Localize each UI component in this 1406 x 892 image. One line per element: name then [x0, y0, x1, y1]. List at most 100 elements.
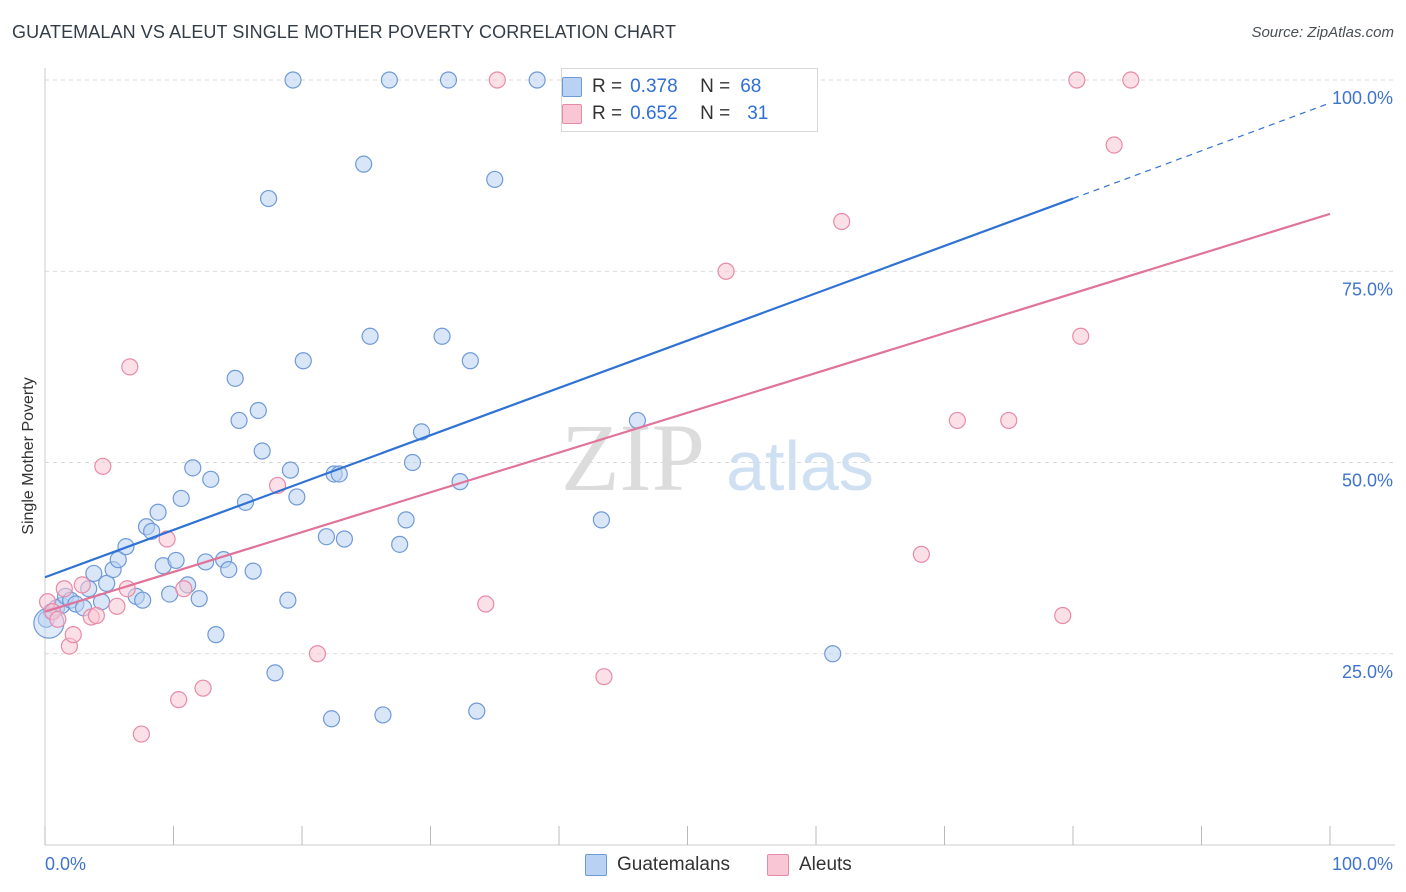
y-tick-label: 50.0%: [1342, 471, 1393, 491]
data-point: [361, 327, 379, 345]
data-point: [134, 591, 152, 609]
data-point: [486, 170, 504, 189]
data-point: [85, 564, 103, 583]
data-point: [833, 212, 851, 231]
data-point: [109, 551, 127, 569]
x-tick-label: 0.0%: [45, 854, 86, 874]
data-point: [172, 489, 190, 508]
data-point: [194, 679, 212, 697]
axes: [44, 68, 1395, 846]
data-point: [64, 626, 82, 644]
legend-row-aleuts: R = 0.652 N = 31: [562, 102, 769, 126]
data-point: [374, 706, 392, 724]
data-point: [266, 664, 284, 682]
data-point: [461, 352, 479, 370]
data-point: [98, 574, 116, 592]
data-point: [403, 453, 422, 472]
bottom-legend-guatemalans: Guatemalans: [585, 852, 730, 878]
data-point: [284, 71, 302, 89]
y-tick-label: 75.0%: [1342, 279, 1393, 299]
data-point: [397, 511, 415, 529]
data-point: [108, 597, 126, 615]
data-point: [335, 530, 354, 548]
legend-n-label: N =: [700, 76, 731, 97]
data-point: [468, 702, 486, 720]
data-point: [439, 71, 458, 89]
data-point: [592, 511, 611, 529]
data-point: [288, 488, 306, 506]
y-tick-label: 100.0%: [1332, 88, 1393, 108]
data-point: [391, 535, 409, 553]
data-point: [1122, 71, 1140, 89]
bottom-legend-swatch-blue: [585, 854, 607, 876]
data-point: [149, 503, 167, 521]
data-point: [1072, 327, 1090, 345]
data-point: [132, 725, 150, 743]
data-point: [477, 595, 495, 613]
legend-swatch-blue: [562, 77, 582, 97]
x-tick-label: 100.0%: [1332, 854, 1393, 874]
data-point: [1105, 136, 1123, 154]
data-point: [912, 545, 930, 563]
y-axis-label: Single Mother Poverty: [20, 377, 37, 535]
y-tick-label: 25.0%: [1342, 662, 1393, 682]
data-point: [55, 580, 73, 598]
data-point: [317, 528, 336, 546]
data-point: [1054, 606, 1072, 625]
data-point: [73, 576, 91, 594]
series-guatemalans: [33, 71, 842, 728]
data-point: [249, 401, 267, 420]
data-point: [281, 461, 300, 479]
data-point: [175, 580, 193, 598]
bottom-legend-swatch-pink: [767, 854, 789, 876]
data-point: [948, 411, 966, 430]
data-point: [717, 262, 735, 280]
trend-line-guatemalans: [44, 197, 1074, 579]
data-point: [308, 645, 327, 663]
data-point: [220, 560, 238, 579]
data-point: [190, 590, 208, 608]
watermark: ZIP atlas: [561, 404, 874, 511]
data-point: [202, 470, 220, 488]
source-label: Source: ZipAtlas.com: [1251, 24, 1394, 41]
data-point: [294, 352, 312, 370]
bottom-legend-aleuts: Aleuts: [767, 852, 852, 878]
bottom-legend-label-guatemalans: Guatemalans: [617, 854, 731, 875]
data-point: [824, 645, 842, 663]
data-point: [207, 626, 225, 644]
data-point: [1068, 71, 1086, 89]
data-point: [322, 710, 341, 728]
legend-swatch-pink: [562, 104, 582, 124]
legend-r-value-blue: 0.378: [630, 76, 678, 97]
legend-r-value-pink: 0.652: [630, 103, 678, 124]
data-point: [94, 457, 112, 475]
watermark-atlas: atlas: [726, 427, 874, 505]
data-point: [158, 530, 176, 548]
legend-r-label: R =: [592, 76, 623, 97]
data-point: [184, 459, 202, 477]
data-point: [226, 369, 244, 387]
trend-line-guatemalans-extension: [1072, 102, 1331, 200]
trend-lines: [44, 102, 1331, 613]
data-point: [595, 668, 613, 686]
data-point: [167, 551, 185, 570]
legend-n-label: N =: [700, 103, 731, 124]
data-point: [253, 442, 271, 460]
legend-row-guatemalans: R = 0.378 N = 68: [562, 75, 762, 99]
data-point: [170, 691, 188, 709]
data-point: [279, 591, 297, 609]
legend-r-label: R =: [592, 103, 623, 124]
tick-labels: 100.0% 75.0% 50.0% 25.0% 0.0% 100.0%: [45, 88, 1393, 874]
legend-n-value-blue: 68: [740, 76, 762, 97]
data-point: [380, 71, 398, 89]
data-point: [230, 411, 248, 430]
legend-n-value-pink: 31: [747, 103, 769, 124]
bottom-legend-label-aleuts: Aleuts: [799, 854, 852, 875]
data-point: [87, 606, 106, 625]
legend: R = 0.378 N = 68 R = 0.652 N = 31: [561, 68, 818, 132]
chart-title: GUATEMALAN VS ALEUT SINGLE MOTHER POVERT…: [12, 22, 677, 42]
data-point: [528, 71, 546, 89]
data-point: [1000, 411, 1018, 430]
data-point: [121, 358, 139, 376]
